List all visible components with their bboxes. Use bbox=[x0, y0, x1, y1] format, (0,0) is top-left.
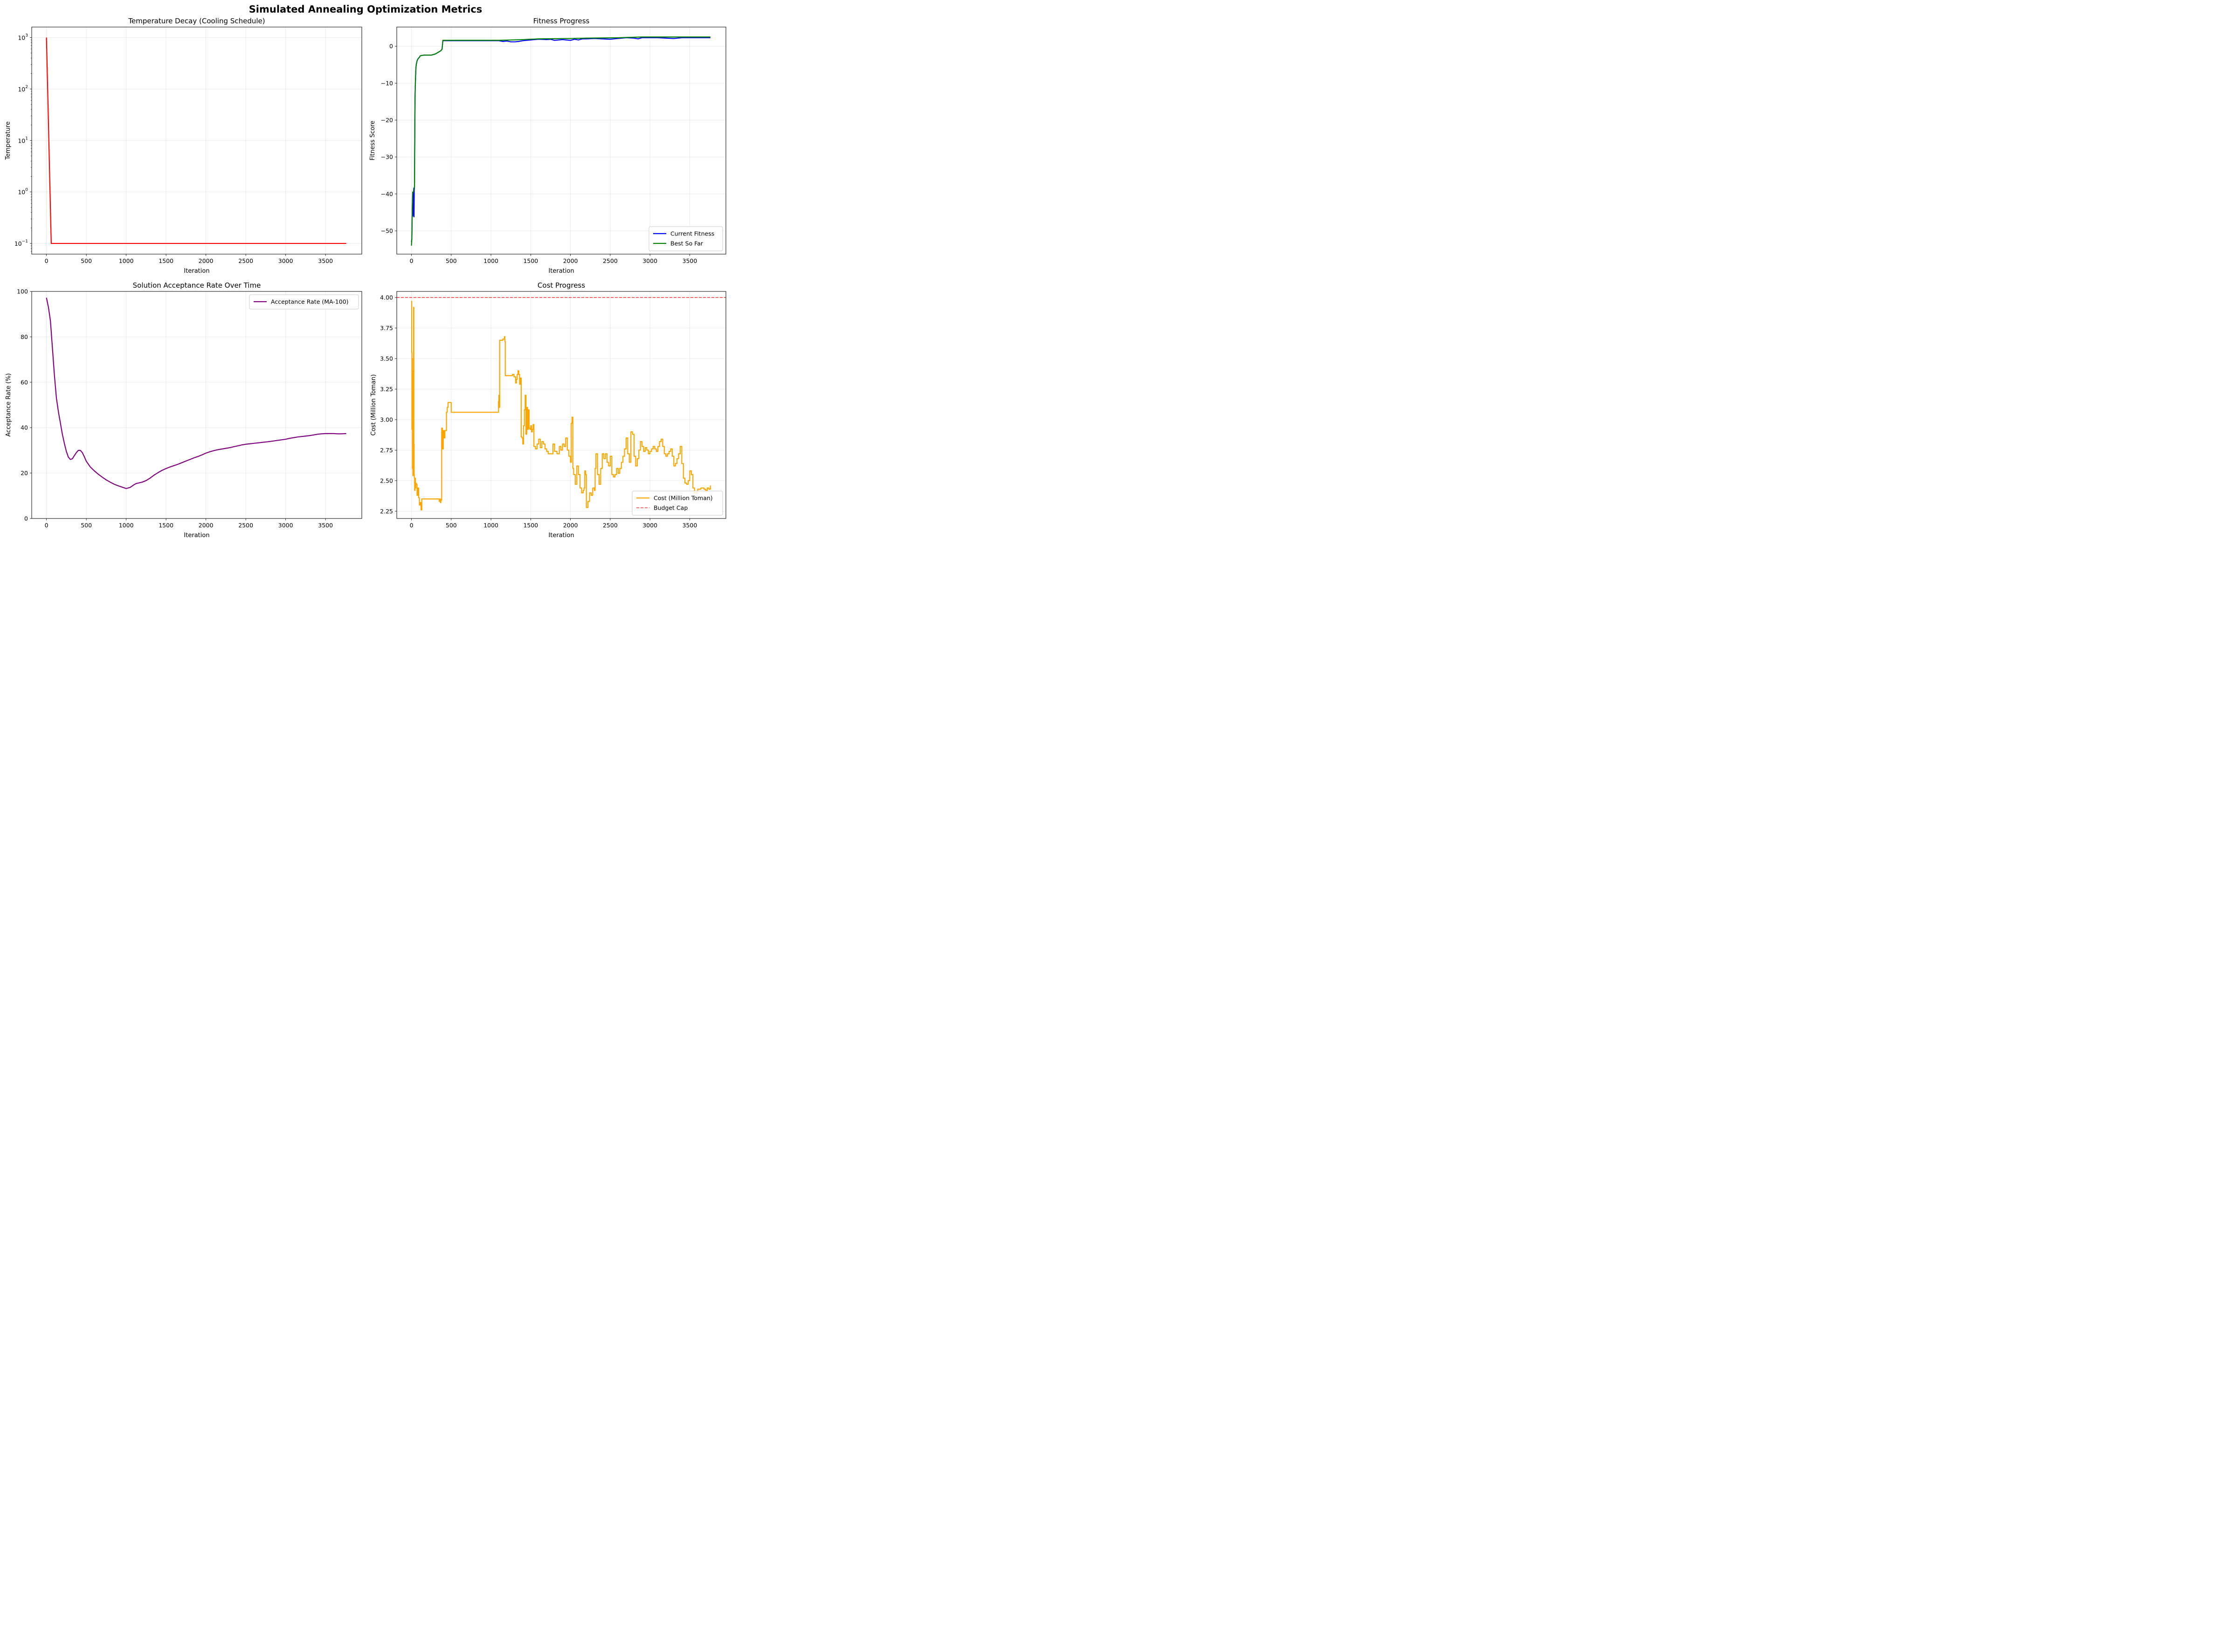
acceptance-ytick-label: 100 bbox=[17, 288, 28, 295]
fitness-xtick-label: 2000 bbox=[563, 257, 578, 264]
cost-legend-label: Budget Cap bbox=[654, 505, 688, 511]
cost-xtick-label: 2000 bbox=[563, 522, 578, 529]
cost-ytick-label: 3.25 bbox=[380, 386, 393, 393]
fitness-legend: Current Fitness Best So Far bbox=[649, 226, 723, 251]
fitness-xtick-label: 0 bbox=[410, 257, 414, 264]
acceptance-xtick-label: 500 bbox=[81, 522, 92, 529]
temperature-xtick-label: 0 bbox=[45, 257, 48, 264]
acceptance-xtick-label: 1000 bbox=[119, 522, 134, 529]
cost-axes-frame bbox=[396, 291, 726, 519]
acceptance-ytick-label: 80 bbox=[21, 333, 28, 340]
fitness-xlabel: Iteration bbox=[548, 268, 574, 275]
cost-ytick-label: 3.75 bbox=[380, 325, 393, 332]
fitness-ylabel: Fitness Score bbox=[369, 121, 376, 161]
fitness-ytick-label: −30 bbox=[381, 153, 393, 160]
fitness-axes-frame bbox=[396, 27, 726, 255]
fitness-legend-box bbox=[649, 226, 723, 251]
cost-panel: 0 500 1000 1500 2000 2500 3000 3500 2.25 2.50 2.75… bbox=[370, 281, 726, 539]
acceptance-xtick-label: 2000 bbox=[199, 522, 214, 529]
acceptance-xlabel: Iteration bbox=[184, 532, 209, 539]
acceptance-ytick-label: 0 bbox=[24, 515, 28, 522]
temperature-panel: 0 500 1000 1500 2000 2500 3000 3500 10−1 100 101 10… bbox=[5, 17, 362, 275]
temperature-xtick-label: 500 bbox=[81, 257, 92, 264]
cost-ylabel: Cost (Million Toman) bbox=[370, 374, 377, 436]
acceptance-ytick-label: 60 bbox=[21, 379, 28, 386]
temperature-xtick-label: 1500 bbox=[159, 257, 173, 264]
temperature-ylabel: Temperature bbox=[5, 121, 12, 160]
cost-title: Cost Progress bbox=[538, 281, 585, 290]
cost-xlabel: Iteration bbox=[548, 532, 574, 539]
cost-ytick-label: 3.50 bbox=[380, 355, 393, 362]
cost-legend: Cost (Million Toman) Budget Cap bbox=[632, 491, 723, 516]
temperature-ytick-label: 10−1 bbox=[14, 239, 28, 247]
temperature-xtick-label: 3500 bbox=[318, 257, 333, 264]
cost-xtick-label: 500 bbox=[446, 522, 457, 529]
acceptance-xtick-label: 0 bbox=[45, 522, 48, 529]
cost-xtick-label: 2500 bbox=[603, 522, 618, 529]
acceptance-legend-label: Acceptance Rate (MA-100) bbox=[271, 298, 349, 305]
temperature-xtick-label: 1000 bbox=[119, 257, 134, 264]
cost-xtick-label: 1000 bbox=[483, 522, 498, 529]
acceptance-xtick-label: 3500 bbox=[318, 522, 333, 529]
temperature-series-0 bbox=[46, 37, 346, 244]
temperature-ytick-label: 100 bbox=[18, 188, 28, 196]
acceptance-ylabel: Acceptance Rate (%) bbox=[5, 373, 12, 436]
temperature-ytick-label: 101 bbox=[18, 136, 28, 144]
fitness-ytick-label: −10 bbox=[381, 80, 393, 87]
acceptance-series-acceptance-rate-ma-100- bbox=[46, 297, 346, 489]
acceptance-xtick-label: 2500 bbox=[238, 522, 253, 529]
cost-ytick-label: 2.75 bbox=[380, 447, 393, 454]
temperature-xtick-label: 3000 bbox=[278, 257, 293, 264]
cost-xtick-label: 3000 bbox=[642, 522, 657, 529]
chart-canvas: Simulated Annealing Optimization Metrics… bbox=[0, 0, 731, 544]
cost-ytick-label: 2.50 bbox=[380, 477, 393, 484]
acceptance-xtick-label: 1500 bbox=[159, 522, 173, 529]
fitness-legend-label: Best So Far bbox=[670, 240, 704, 247]
fitness-ytick-label: −40 bbox=[381, 190, 393, 197]
cost-xtick-label: 0 bbox=[410, 522, 414, 529]
acceptance-xtick-label: 3000 bbox=[278, 522, 293, 529]
cost-ytick-label: 4.00 bbox=[380, 294, 393, 301]
temperature-title: Temperature Decay (Cooling Schedule) bbox=[128, 17, 265, 25]
fitness-xtick-label: 500 bbox=[446, 257, 457, 264]
acceptance-axes-frame bbox=[31, 291, 362, 519]
temperature-xtick-label: 2500 bbox=[238, 257, 253, 264]
fitness-xtick-label: 2500 bbox=[603, 257, 618, 264]
acceptance-title: Solution Acceptance Rate Over Time bbox=[133, 281, 261, 290]
temperature-ytick-label: 102 bbox=[18, 85, 28, 93]
fitness-ytick-label: −20 bbox=[381, 117, 393, 124]
acceptance-ytick-label: 20 bbox=[21, 470, 28, 477]
cost-xtick-label: 1500 bbox=[523, 522, 538, 529]
fitness-xtick-label: 3000 bbox=[642, 257, 657, 264]
fitness-legend-label: Current Fitness bbox=[670, 230, 714, 237]
cost-series-cost-million-toman- bbox=[411, 300, 711, 511]
cost-xtick-label: 3500 bbox=[683, 522, 697, 529]
fitness-series-best-so-far bbox=[411, 36, 711, 246]
figure: Simulated Annealing Optimization Metrics… bbox=[0, 0, 731, 544]
fitness-xtick-label: 3500 bbox=[683, 257, 697, 264]
temperature-xtick-label: 2000 bbox=[199, 257, 214, 264]
fitness-title: Fitness Progress bbox=[533, 17, 590, 25]
figure-suptitle: Simulated Annealing Optimization Metrics bbox=[249, 4, 483, 15]
fitness-ytick-label: 0 bbox=[389, 43, 393, 50]
fitness-xtick-label: 1500 bbox=[523, 257, 538, 264]
cost-ytick-label: 3.00 bbox=[380, 416, 393, 423]
acceptance-ytick-label: 40 bbox=[21, 424, 28, 431]
fitness-panel: 0 500 1000 1500 2000 2500 3000 3500 −50 −40 −30 −20… bbox=[369, 17, 726, 275]
cost-ytick-label: 2.25 bbox=[380, 508, 393, 515]
acceptance-legend: Acceptance Rate (MA-100) bbox=[249, 294, 359, 310]
fitness-ytick-label: −50 bbox=[381, 228, 393, 235]
acceptance-panel: 0 500 1000 1500 2000 2500 3000 3500 0 20 40 60 80 100… bbox=[5, 281, 362, 539]
temperature-axes-frame bbox=[31, 27, 362, 255]
acceptance-legend-box bbox=[249, 294, 359, 310]
fitness-xtick-label: 1000 bbox=[483, 257, 498, 264]
temperature-ytick-label: 103 bbox=[18, 34, 28, 41]
cost-legend-box bbox=[632, 491, 723, 516]
temperature-xlabel: Iteration bbox=[184, 268, 209, 275]
cost-legend-label: Cost (Million Toman) bbox=[654, 495, 713, 502]
